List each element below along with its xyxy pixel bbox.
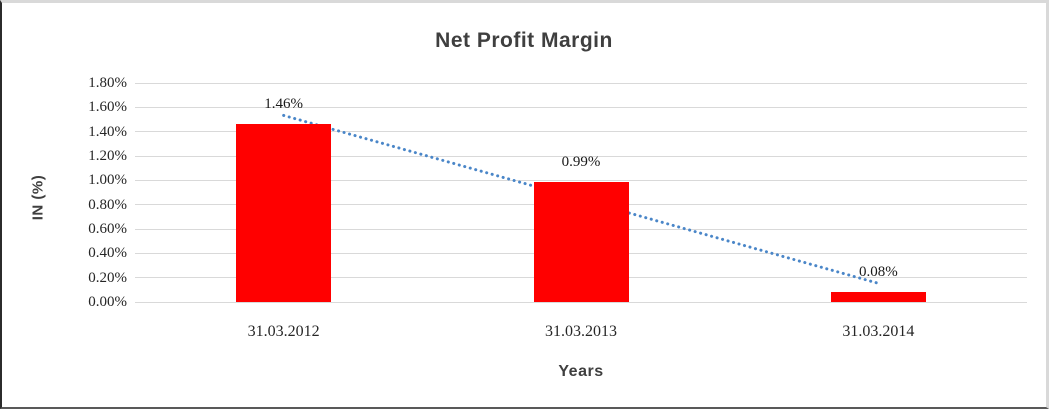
y-tick-label: 0.80% xyxy=(88,196,127,213)
gridline xyxy=(135,179,1027,181)
y-tick-label: 1.60% xyxy=(88,99,127,116)
bar-data-label: 0.99% xyxy=(561,153,601,170)
chart-title: Net Profit Margin xyxy=(435,29,613,52)
x-tick-label: 31.03.2013 xyxy=(545,323,617,340)
y-tick-label: 1.80% xyxy=(88,75,127,91)
x-axis-category-labels: 31.03.2012 31.03.2013 31.03.2014 xyxy=(135,323,1027,343)
bar xyxy=(830,292,926,302)
gridline xyxy=(135,301,1027,303)
y-tick-label: 1.40% xyxy=(88,123,127,140)
x-axis-title: Years xyxy=(558,363,604,380)
gridline xyxy=(135,131,1027,133)
plot-area: 1.46% 0.99% 0.08% xyxy=(135,82,1027,303)
x-tick-label: 31.03.2014 xyxy=(842,323,915,340)
gridline xyxy=(135,82,1027,84)
bar xyxy=(236,124,332,302)
y-tick-label: 1.00% xyxy=(88,172,127,189)
bar xyxy=(533,181,629,302)
bar-data-label: 1.46% xyxy=(264,96,304,113)
y-tick-label: 1.20% xyxy=(88,148,127,164)
x-tick-label: 31.03.2012 xyxy=(247,323,320,340)
bar-data-label: 0.08% xyxy=(858,264,898,281)
gridline xyxy=(135,155,1027,157)
y-axis-tick-labels: 1.80% 1.60% 1.40% 1.20% 1.00% 0.80% 0.60% 0.40%… xyxy=(2,75,127,310)
y-tick-label: 0.40% xyxy=(88,245,127,262)
y-tick-label: 0.20% xyxy=(88,269,127,286)
gridline xyxy=(135,106,1027,108)
y-tick-label: 0.00% xyxy=(88,294,127,310)
y-tick-label: 0.60% xyxy=(88,221,127,237)
